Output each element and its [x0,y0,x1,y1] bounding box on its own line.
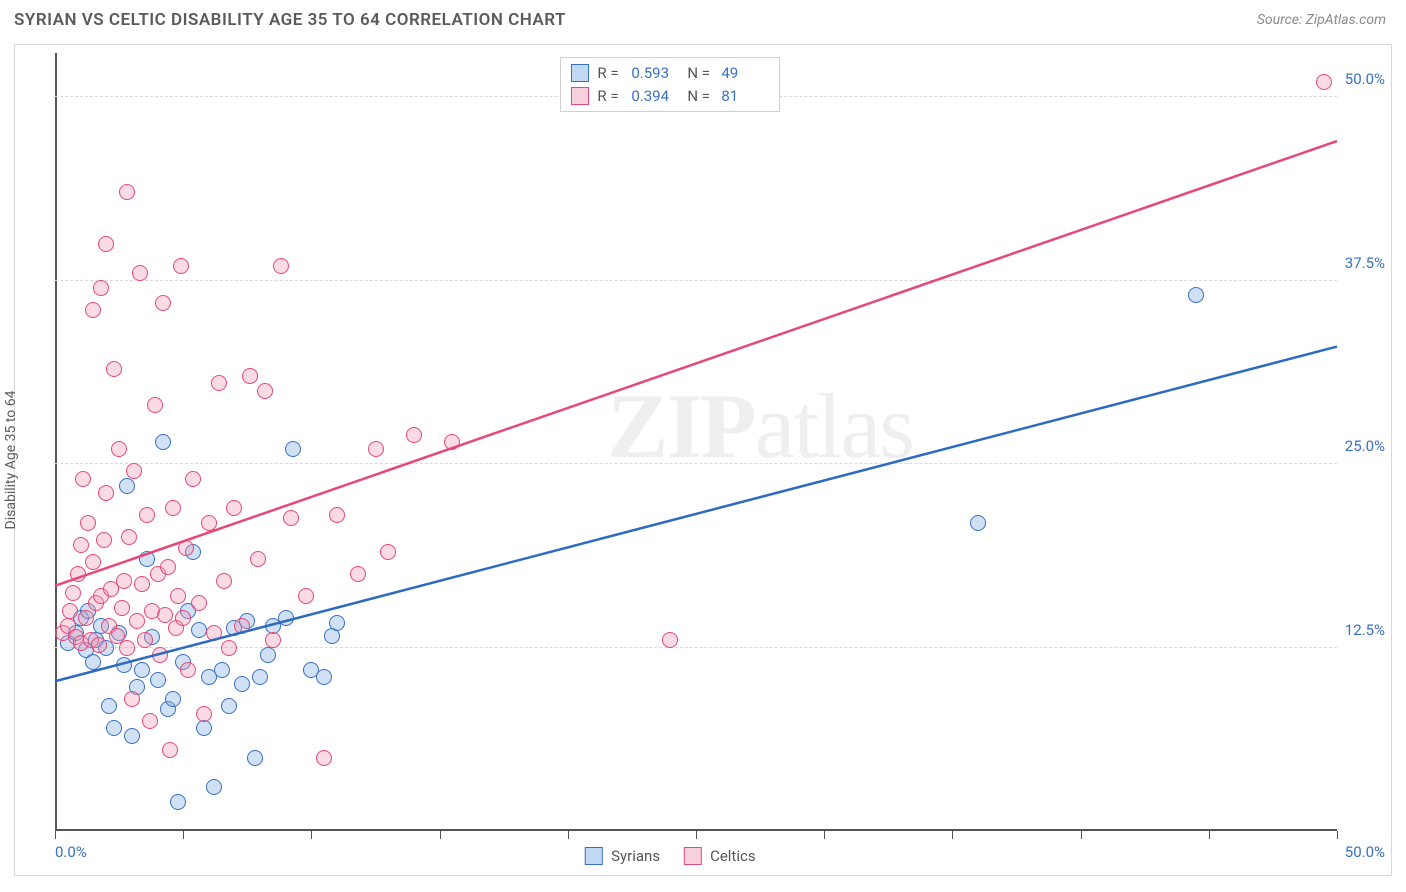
swatch-icon [684,847,702,865]
chart-container: Disability Age 35 to 64 ZIPatlas 0.0% 50… [14,44,1392,876]
x-tick [824,831,825,839]
swatch-icon [585,847,603,865]
x-tick [1337,831,1338,839]
x-min-label: 0.0% [55,843,87,861]
x-tick [55,831,56,839]
swatch-icon [571,87,589,105]
x-tick [568,831,569,839]
legend-item: Celtics [684,847,756,865]
chart-source: Source: ZipAtlas.com [1257,12,1386,28]
regression-line [55,141,1337,586]
legend-item: Syrians [585,847,660,865]
chart-title: SYRIAN VS CELTIC DISABILITY AGE 35 TO 64… [14,10,566,30]
x-tick [440,831,441,839]
legend-series: Syrians Celtics [585,847,755,865]
regression-lines [55,53,1337,831]
regression-line [55,347,1337,682]
y-tick-label: 37.5% [1345,254,1385,272]
swatch-icon [571,64,589,82]
legend-row: R = 0.394 N = 81 [571,85,769,108]
legend-row: R = 0.593 N = 49 [571,62,769,85]
chart-header: SYRIAN VS CELTIC DISABILITY AGE 35 TO 64… [0,0,1406,36]
y-tick-label: 25.0% [1345,437,1385,455]
y-axis-label: Disability Age 35 to 64 [3,391,19,530]
y-tick-label: 50.0% [1345,70,1385,88]
y-tick-label: 12.5% [1345,621,1385,639]
x-tick [183,831,184,839]
x-tick [1209,831,1210,839]
x-tick [1081,831,1082,839]
x-tick [311,831,312,839]
legend-correlation: R = 0.593 N = 49 R = 0.394 N = 81 [560,57,780,112]
plot-area: ZIPatlas 0.0% 50.0% R = 0.593 N = 49 R =… [55,53,1337,831]
x-tick [696,831,697,839]
x-tick [952,831,953,839]
x-max-label: 50.0% [1345,843,1385,861]
